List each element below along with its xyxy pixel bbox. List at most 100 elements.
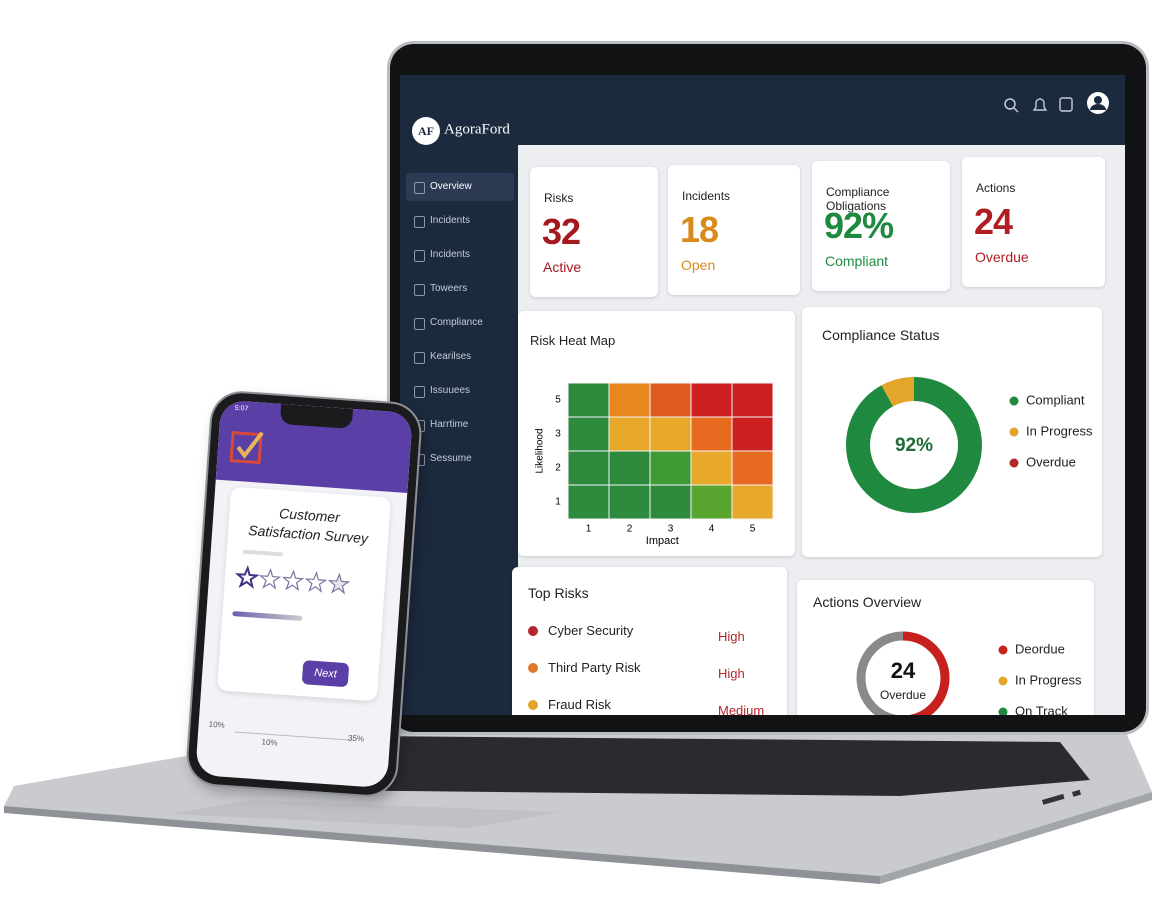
- nav-icon: [414, 318, 425, 330]
- nav-icon: [414, 182, 425, 194]
- nav-item[interactable]: Harrtime: [406, 411, 514, 439]
- legend-swatch: [998, 676, 1008, 686]
- side-edge: [880, 792, 1152, 884]
- heat-map-card: Risk Heat Map 5 3 2 1 1 2 3 4 5 Impact Likelihood: [518, 311, 795, 556]
- nav-icon: [414, 352, 425, 364]
- port: [1072, 789, 1082, 797]
- nav-item[interactable]: Incidents: [406, 241, 514, 269]
- y-tick-label: 1: [555, 497, 561, 508]
- nav-item[interactable]: Compliance: [406, 309, 514, 337]
- kpi-status: Open: [681, 257, 716, 273]
- kpi-title: Risks: [544, 191, 574, 205]
- kpi-card: Actions 24 Overdue: [962, 157, 1105, 287]
- rating-star[interactable]: [327, 572, 351, 595]
- keyboard: [300, 736, 1090, 796]
- apps-icon[interactable]: [1059, 97, 1073, 112]
- x-tick-label: 1: [586, 524, 592, 535]
- nav-item[interactable]: Incidents: [406, 207, 514, 235]
- rating-star[interactable]: [258, 567, 282, 590]
- actions-donut: 24 Overdue Deordue In Progress On Track: [856, 631, 1082, 715]
- legend-swatch: [1009, 427, 1019, 437]
- donut-center-label: Overdue: [880, 688, 926, 702]
- compliance-card: Compliance Status 92% Compliant In Progress…: [802, 307, 1102, 557]
- card-title: Risk Heat Map: [530, 333, 616, 348]
- y-tick-label: 2: [555, 463, 561, 474]
- legend-swatch: [1009, 396, 1019, 406]
- kpi-card: Compliance Obligations 92% Compliant: [812, 161, 950, 291]
- kpi-title: Incidents: [682, 189, 731, 203]
- y-tick-label: 3: [555, 429, 561, 440]
- actions-card: Actions Overview 24 Overdue Deordue In Progr…: [797, 580, 1094, 715]
- risk-level: Medium: [718, 703, 765, 715]
- footer-line: [234, 731, 354, 741]
- risk-name: Third Party Risk: [548, 660, 641, 675]
- x-axis-label: Impact: [646, 535, 679, 547]
- rating-star[interactable]: [304, 571, 328, 593]
- card-title: Compliance Status: [822, 327, 940, 343]
- dashboard-screen: AF AgoraFord Overview Incidents Incidents T…: [400, 75, 1125, 715]
- nav-item[interactable]: Kearilses: [406, 343, 514, 371]
- legend-label: In Progress: [1026, 423, 1093, 438]
- rating-star[interactable]: [234, 565, 260, 590]
- heat-cell: [649, 450, 692, 486]
- y-axis-label: Likelihood: [535, 428, 546, 473]
- legend-swatch: [1009, 458, 1019, 468]
- phone: 5:07 Customer Satisfaction Survey Next 1…: [186, 391, 422, 797]
- x-tick-label: 2: [627, 524, 633, 535]
- heat-cell: [567, 450, 610, 486]
- heat-cell: [690, 416, 733, 452]
- legend-label: On Track: [1015, 703, 1068, 715]
- placeholder-bar: [242, 549, 283, 557]
- logo: AF AgoraFord: [412, 117, 510, 145]
- port: [1042, 793, 1065, 805]
- legend-label: Compliant: [1026, 392, 1085, 407]
- y-tick-label: 5: [555, 395, 561, 406]
- check-box: [229, 431, 263, 465]
- heat-cell: [731, 484, 774, 520]
- top-icons: [1004, 92, 1109, 114]
- kpi-value: 18: [680, 209, 719, 250]
- kpi-status: Overdue: [975, 249, 1029, 265]
- risk-dot: [528, 663, 538, 673]
- rating-star[interactable]: [281, 569, 305, 592]
- bell-icon[interactable]: [1032, 98, 1048, 111]
- logo-circle: [412, 117, 440, 145]
- risk-level: High: [718, 629, 745, 644]
- heat-cell: [649, 416, 692, 452]
- heat-cell: [649, 382, 692, 418]
- x-tick-label: 5: [750, 524, 756, 535]
- nav-item[interactable]: Issuuees: [406, 377, 514, 405]
- kpi-status: Active: [543, 259, 582, 275]
- phone-time: 5:07: [234, 404, 249, 413]
- footer-label: 35%: [347, 733, 365, 744]
- heat-cell: [567, 416, 610, 452]
- survey-title: Customer Satisfaction Survey: [247, 505, 369, 547]
- heat-cell: [731, 450, 774, 486]
- search-icon[interactable]: [1013, 107, 1019, 113]
- avatar: [1090, 104, 1106, 110]
- nav-item[interactable]: Toweers: [406, 275, 514, 303]
- heat-cell: [690, 382, 733, 418]
- nav-item[interactable]: Sessume: [406, 445, 514, 473]
- legend-swatch: [998, 707, 1008, 715]
- legend-label: Overdue: [1026, 454, 1076, 469]
- x-tick-label: 3: [668, 524, 674, 535]
- nav-icon: [414, 216, 425, 228]
- heat-cell: [690, 450, 733, 486]
- kpi-card: Risks 32 Active: [530, 167, 658, 297]
- top-risks-card: Top Risks Cyber Security High Third Party R…: [512, 567, 787, 715]
- heat-cell: [649, 484, 692, 520]
- search-icon[interactable]: [1004, 98, 1016, 110]
- donut-center-value: 24: [891, 658, 916, 683]
- nav-icon: [414, 250, 425, 262]
- card-title: Top Risks: [528, 585, 589, 601]
- kpi-value: 24: [974, 201, 1013, 242]
- next-button[interactable]: Next: [301, 660, 350, 688]
- nav-item[interactable]: Overview: [406, 173, 514, 201]
- brand-name: AgoraFord: [444, 121, 510, 137]
- kpi-card: Incidents 18 Open: [668, 165, 800, 295]
- top-bar: AF AgoraFord: [400, 75, 1125, 145]
- heat-cell: [608, 416, 651, 452]
- kpi-title: Compliance Obligations: [826, 185, 890, 213]
